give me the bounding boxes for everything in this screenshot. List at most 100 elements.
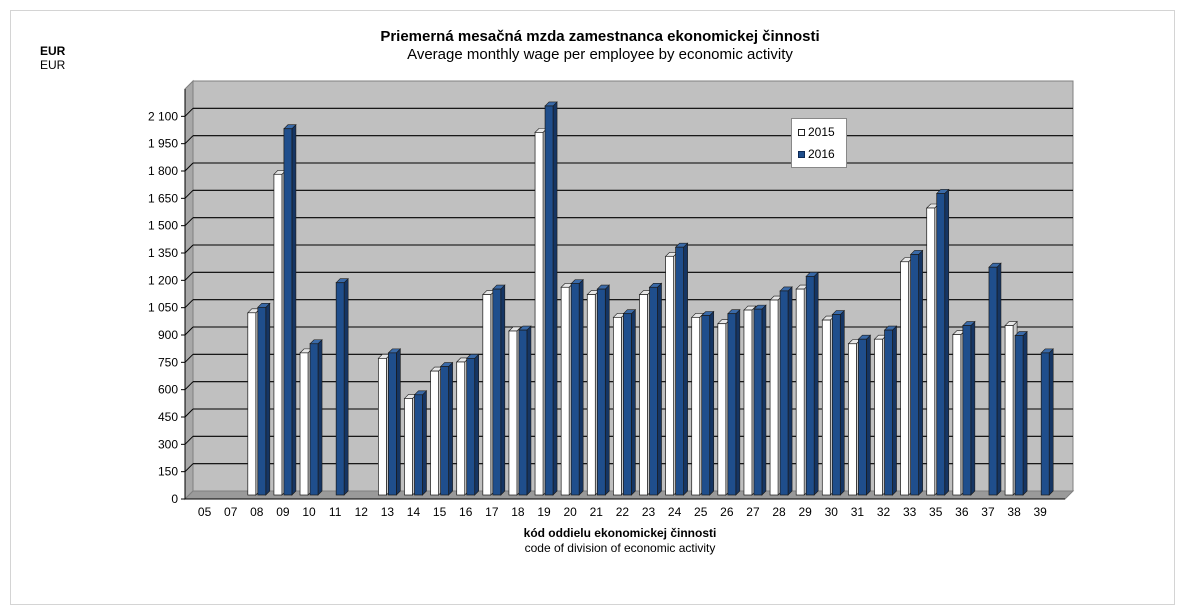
bar-2016-33 bbox=[910, 254, 919, 496]
gridline-depth bbox=[184, 326, 194, 336]
bar-2016-39 bbox=[1040, 352, 1050, 496]
bar-2015-29 bbox=[795, 288, 805, 496]
x-tick-label: 15 bbox=[433, 505, 447, 519]
bar-2016-28 bbox=[779, 290, 789, 496]
x-tick-label: 18 bbox=[511, 505, 525, 519]
bar-2015-14 bbox=[404, 398, 413, 496]
y-tick-label: 1 500 bbox=[148, 219, 178, 233]
bar-2015-38 bbox=[1004, 325, 1014, 496]
gridline-depth bbox=[184, 435, 194, 445]
x-tick-label: 33 bbox=[903, 505, 917, 519]
bar-2016-10-side bbox=[317, 339, 323, 496]
bar-2016-23 bbox=[649, 286, 658, 496]
bar-2016-26-side bbox=[735, 308, 741, 496]
legend-swatch-2015 bbox=[798, 128, 805, 136]
bar-2016-09 bbox=[283, 128, 293, 496]
y-tick-label: 1 200 bbox=[148, 273, 178, 287]
chart-subtitle: Average monthly wage per employee by eco… bbox=[407, 46, 793, 63]
bar-2016-17-side bbox=[500, 284, 506, 496]
bar-2015-35 bbox=[926, 207, 936, 496]
bar-2016-20-side bbox=[578, 278, 584, 496]
legend-label-2016: 2016 bbox=[808, 147, 835, 161]
y-tick-label: 1 950 bbox=[148, 137, 178, 151]
bar-2015-32 bbox=[874, 338, 883, 496]
y-tick-label: 150 bbox=[158, 465, 178, 479]
x-tick-label: 28 bbox=[772, 505, 786, 519]
bar-2016-36-side bbox=[970, 320, 976, 496]
bar-2016-09-side bbox=[291, 124, 297, 496]
bar-2016-24 bbox=[675, 246, 684, 496]
x-axis-title-en: code of division of economic activity bbox=[524, 541, 716, 555]
bar-2016-10 bbox=[309, 343, 319, 496]
gridline-depth bbox=[184, 271, 194, 281]
y-tick-label: 1 350 bbox=[148, 246, 178, 260]
x-tick-label: 14 bbox=[407, 505, 421, 519]
x-tick-label: 26 bbox=[720, 505, 734, 519]
bar-2016-21 bbox=[596, 288, 606, 496]
y-tick-label: 450 bbox=[158, 410, 178, 424]
x-tick-label: 07 bbox=[224, 505, 238, 519]
bar-2016-29 bbox=[805, 275, 815, 496]
bar-2015-08 bbox=[247, 312, 257, 496]
bar-2015-21 bbox=[586, 294, 596, 496]
bar-2015-23 bbox=[639, 294, 648, 496]
bar-2016-35 bbox=[936, 193, 946, 496]
x-tick-label: 20 bbox=[563, 505, 577, 519]
bar-2016-36 bbox=[962, 325, 972, 496]
gridline-depth bbox=[184, 162, 194, 172]
gridline-depth bbox=[184, 217, 194, 227]
gridline-depth bbox=[184, 381, 194, 391]
bar-2016-33-side bbox=[918, 249, 923, 496]
bar-2016-16-side bbox=[474, 353, 480, 496]
y-tick-label: 600 bbox=[158, 383, 178, 397]
bar-2016-22-side bbox=[631, 308, 636, 496]
bar-2016-08 bbox=[257, 306, 267, 496]
bar-2016-17 bbox=[492, 288, 502, 496]
bar-2016-26 bbox=[727, 313, 737, 496]
bar-2015-09 bbox=[273, 173, 283, 496]
bar-2016-32-side bbox=[892, 325, 897, 496]
bar-2016-28-side bbox=[787, 286, 793, 496]
x-tick-label: 10 bbox=[302, 505, 316, 519]
x-tick-label: 29 bbox=[798, 505, 812, 519]
x-tick-label: 31 bbox=[851, 505, 865, 519]
bar-2015-36 bbox=[952, 334, 962, 496]
bar-2016-27 bbox=[753, 308, 763, 496]
bar-2016-25-side bbox=[709, 310, 715, 496]
x-tick-label: 25 bbox=[694, 505, 708, 519]
legend-label-2015: 2015 bbox=[808, 125, 835, 139]
bar-2016-32 bbox=[884, 329, 893, 496]
bar-2016-31-side bbox=[866, 334, 871, 496]
bar-2016-37 bbox=[988, 266, 998, 496]
bar-2016-11-side bbox=[343, 277, 349, 496]
y-unit-label: EUR bbox=[40, 44, 66, 58]
x-tick-label: 36 bbox=[955, 505, 969, 519]
x-tick-label: 09 bbox=[276, 505, 290, 519]
bar-2015-10 bbox=[299, 352, 309, 496]
x-tick-label: 35 bbox=[929, 505, 943, 519]
y-tick-label: 750 bbox=[158, 355, 178, 369]
bar-2015-33 bbox=[900, 261, 909, 496]
y-tick-label: 0 bbox=[171, 492, 178, 506]
bar-2016-18-side bbox=[526, 325, 532, 496]
bar-2016-38-side bbox=[1022, 330, 1028, 496]
bar-2016-35-side bbox=[944, 188, 950, 496]
bar-2016-39-side bbox=[1048, 348, 1054, 496]
legend-swatch-2016 bbox=[798, 150, 805, 158]
gridline-depth bbox=[184, 107, 194, 117]
gridline-depth bbox=[184, 408, 194, 418]
x-tick-label: 19 bbox=[537, 505, 551, 519]
y-tick-label: 1 650 bbox=[148, 191, 178, 205]
bar-2016-19-side bbox=[552, 101, 558, 496]
bar-2016-15 bbox=[440, 366, 449, 496]
gridline-depth bbox=[184, 353, 194, 363]
x-tick-label: 22 bbox=[616, 505, 630, 519]
bar-2015-28 bbox=[769, 299, 779, 496]
bar-2016-37-side bbox=[996, 262, 1002, 496]
chart-title: Priemerná mesačná mzda zamestnanca ekono… bbox=[380, 28, 820, 45]
bar-2016-15-side bbox=[448, 361, 453, 496]
gridline-depth bbox=[184, 189, 194, 199]
x-tick-label: 21 bbox=[590, 505, 604, 519]
x-tick-label: 17 bbox=[485, 505, 499, 519]
bar-2016-31 bbox=[858, 338, 867, 496]
